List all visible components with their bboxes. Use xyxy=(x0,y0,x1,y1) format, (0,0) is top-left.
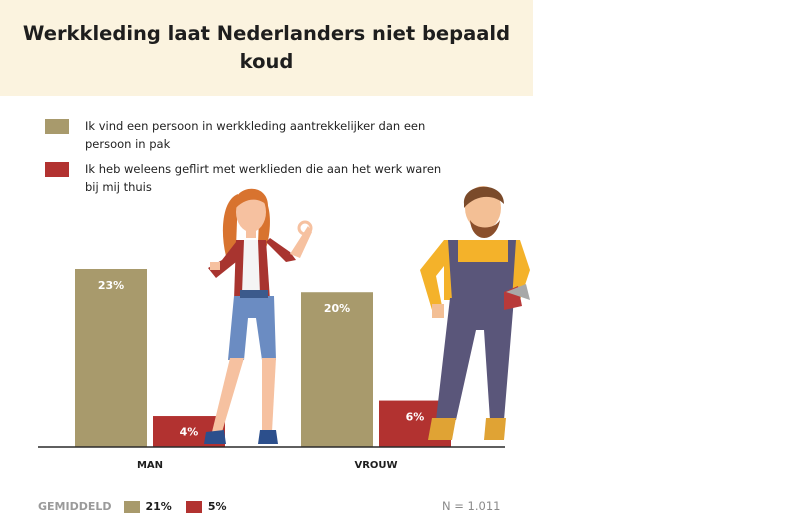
category-label-vrouw: VROUW xyxy=(354,460,397,471)
bar-value-label: 23% xyxy=(98,279,124,292)
bar-value-label: 4% xyxy=(180,426,199,439)
average-swatch-red xyxy=(185,500,202,513)
chart-title: Werkkleding laat Nederlanders niet bepaa… xyxy=(22,22,511,73)
category-label-man: MAN xyxy=(137,460,163,471)
legend-item-attractive: Ik vind een persoon in werkkleding aantr… xyxy=(45,117,445,153)
average-value-tan: 21% xyxy=(145,500,172,513)
legend-swatch-tan xyxy=(45,119,69,134)
man-illustration xyxy=(420,186,530,440)
average-value-red: 5% xyxy=(207,500,227,513)
bar-value-label: 6% xyxy=(406,411,425,424)
average-swatch-tan xyxy=(123,500,140,513)
legend-swatch-red xyxy=(45,162,69,177)
woman-illustration xyxy=(204,188,313,444)
legend-label-flirted: Ik heb weleens geflirt met werklieden di… xyxy=(85,162,442,194)
bar-value-label: 20% xyxy=(324,302,350,315)
chart-bars xyxy=(75,269,451,447)
bar-vrouw-series-1 xyxy=(301,292,373,447)
bar-man-series-1 xyxy=(75,269,147,447)
chart-labels: 23% 20% 4% 6% MAN VROUW xyxy=(98,279,425,471)
average-label: GEMIDDELD xyxy=(38,500,112,513)
header-banner xyxy=(0,0,533,96)
footer-average: GEMIDDELD 21% 5% xyxy=(38,500,241,513)
sample-size-label: N = 1.011 xyxy=(442,499,501,513)
legend-item-flirted: Ik heb weleens geflirt met werklieden di… xyxy=(45,160,445,196)
legend-label-attractive: Ik vind een persoon in werkkleding aantr… xyxy=(85,119,426,151)
